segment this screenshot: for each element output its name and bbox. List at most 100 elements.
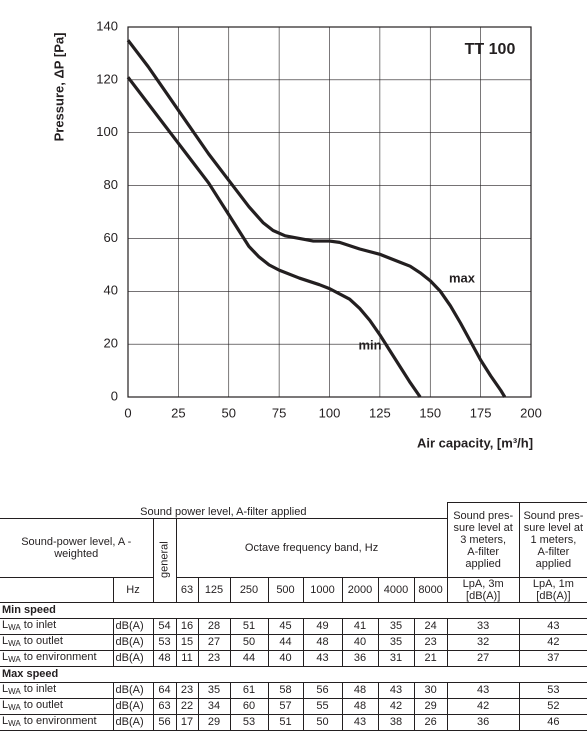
spl1-value: 37: [518, 649, 587, 667]
series-label: max: [449, 270, 476, 285]
header-line: sure level at: [523, 521, 584, 534]
spl1-value: 42: [518, 633, 587, 651]
spl3-value: 42: [446, 697, 520, 715]
row-label-text: to outlet: [23, 634, 63, 647]
symbol: L: [2, 634, 9, 647]
x-tick-label: 175: [470, 405, 492, 420]
table-row: LWA to inlet dB(A) 64 23 35 61 58 56 48 43 30 43 53: [0, 681, 587, 699]
row-label: LWA to environment: [0, 649, 114, 667]
band-value: 48: [341, 697, 379, 715]
band-value: 26: [413, 713, 448, 731]
table-row: LWA to outlet dB(A) 53 15 27 50 44 48 40 35 23 32 42: [0, 633, 587, 651]
band-label: 1000: [302, 576, 343, 603]
series-line: [126, 39, 507, 398]
symbol: L: [2, 682, 9, 695]
unit-header: Hz: [112, 576, 154, 603]
spl1-value: 43: [518, 617, 587, 635]
row-label: LWA to inlet: [0, 681, 114, 699]
y-tick-label: 80: [104, 177, 118, 192]
band-value: 61: [229, 681, 269, 699]
table-row: LWA to inlet dB(A) 54 16 28 51 45 49 41 35 24 33 43: [0, 617, 587, 635]
group-header: Sound power level, A-filter applied: [0, 502, 448, 519]
series-line: [126, 76, 422, 398]
y-tick-label: 0: [111, 388, 118, 403]
symbol: L: [2, 618, 9, 631]
x-tick-label: 0: [124, 405, 131, 420]
header-line: A-filter: [537, 545, 570, 558]
band-value: 51: [267, 713, 304, 731]
unit: dB(A): [112, 697, 154, 715]
band-value: 55: [302, 697, 343, 715]
header-line: sure level at: [453, 521, 513, 534]
band-value: 51: [229, 617, 269, 635]
spl3-value: 33: [446, 617, 520, 635]
sound-table: Sound power level, A-filter applied Sound…: [0, 502, 587, 731]
table-row: Hz 63 125 250 500 1000 2000 4000 8000 LpA, 3m [dB(…: [0, 576, 587, 603]
band-value: 53: [229, 713, 269, 731]
band-value: 23: [175, 681, 199, 699]
table-row: Max speed: [0, 665, 587, 683]
band-value: 43: [302, 649, 343, 667]
band-value: 56: [302, 681, 343, 699]
x-axis-label: Air capacity, [m³/h]: [417, 435, 533, 450]
header-line: applied: [465, 557, 501, 570]
spl1-value: 53: [518, 681, 587, 699]
spl1-unit: LpA, 1m [dB(A)]: [518, 576, 587, 603]
header-line: [dB(A)]: [536, 589, 571, 602]
band-value: 29: [413, 697, 448, 715]
band-value: 35: [197, 681, 231, 699]
spl3-value: 32: [446, 633, 520, 651]
band-value: 44: [267, 633, 304, 651]
row-label: LWA to environment: [0, 713, 114, 731]
x-tick-label: 25: [171, 405, 185, 420]
table-row: LWA to environment dB(A) 56 17 29 53 51 50 43 38 2…: [0, 713, 587, 731]
header-line: LpA, 3m: [462, 577, 504, 590]
table-row: Min speed: [0, 601, 587, 619]
symbol-sub: WA: [8, 654, 21, 664]
table-row: LWA to outlet dB(A) 63 22 34 60 57 55 48 42 29 42 52: [0, 697, 587, 715]
y-tick-label: 120: [96, 71, 118, 86]
plot-frame: [127, 26, 532, 398]
band-value: 48: [302, 633, 343, 651]
band-value: 11: [175, 649, 199, 667]
y-tick-label: 100: [96, 124, 118, 139]
row-header: Sound-power level, A - weighted: [0, 517, 154, 578]
band-value: 60: [229, 697, 269, 715]
band-value: 24: [413, 617, 448, 635]
spl3-value: 27: [446, 649, 520, 667]
band-label: 2000: [341, 576, 379, 603]
general-value: 54: [152, 617, 177, 635]
chart-title: TT 100: [465, 41, 516, 58]
band-label: 63: [175, 576, 199, 603]
header-line: 3 meters,: [460, 533, 507, 546]
band-value: 48: [341, 681, 379, 699]
band-value: 16: [175, 617, 199, 635]
band-value: 28: [197, 617, 231, 635]
general-value: 63: [152, 697, 177, 715]
band-value: 38: [377, 713, 415, 731]
band-label: 500: [267, 576, 304, 603]
x-tick-label: 100: [319, 405, 341, 420]
band-value: 45: [267, 617, 304, 635]
band-value: 43: [341, 713, 379, 731]
general-value: 56: [152, 713, 177, 731]
row-label-text: to outlet: [23, 698, 63, 711]
band-label: 4000: [377, 576, 415, 603]
band-value: 50: [302, 713, 343, 731]
symbol-sub: WA: [8, 718, 21, 728]
spl1-value: 46: [518, 713, 587, 731]
band-value: 23: [413, 633, 448, 651]
band-value: 31: [377, 649, 415, 667]
band-label: 8000: [413, 576, 448, 603]
band-value: 57: [267, 697, 304, 715]
band-value: 27: [197, 633, 231, 651]
band-value: 40: [267, 649, 304, 667]
y-axis-label: Pressure, ΔP [Pa]: [51, 33, 66, 142]
y-tick-label: 60: [104, 230, 118, 245]
band-value: 34: [197, 697, 231, 715]
x-tick-label: 125: [369, 405, 391, 420]
band-value: 29: [197, 713, 231, 731]
y-tick-label: 40: [104, 283, 118, 298]
header-line: Sound pres-: [523, 509, 584, 522]
